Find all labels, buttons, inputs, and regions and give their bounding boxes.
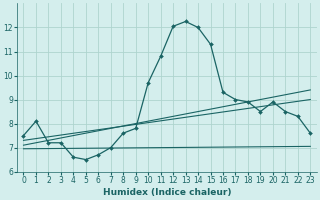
X-axis label: Humidex (Indice chaleur): Humidex (Indice chaleur) bbox=[103, 188, 231, 197]
